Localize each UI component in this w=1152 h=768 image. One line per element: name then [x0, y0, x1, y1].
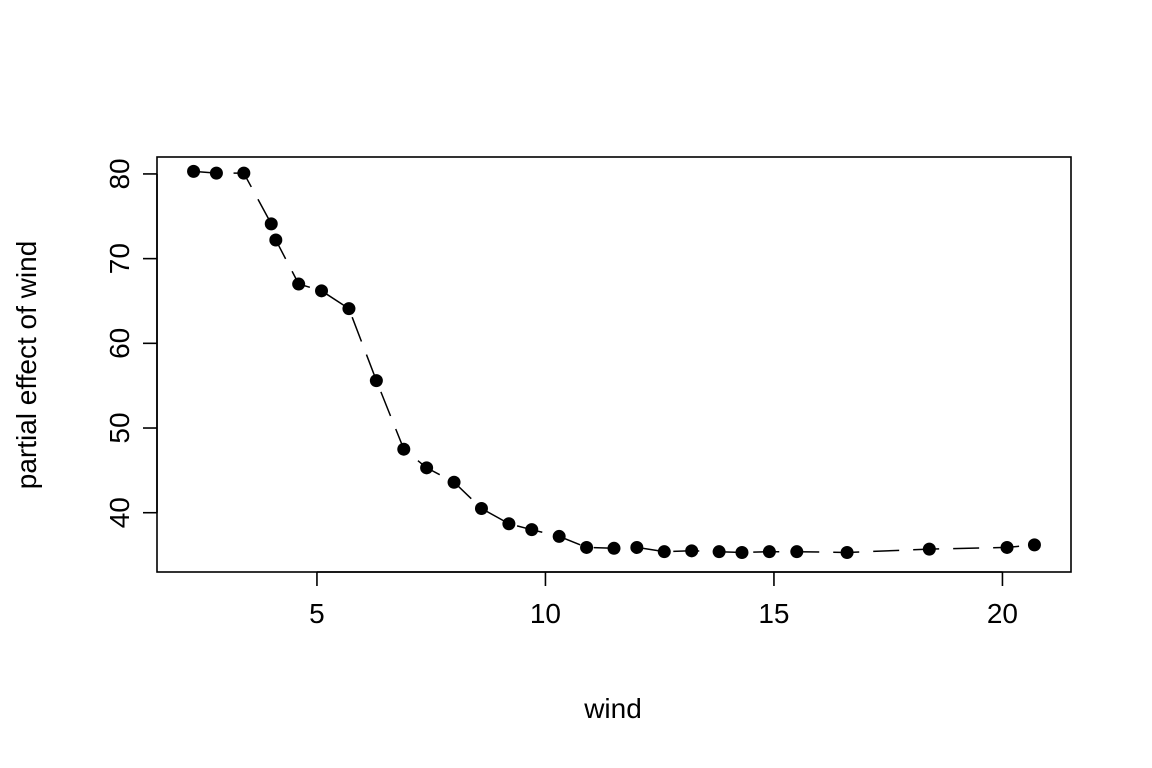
data-point: [657, 545, 671, 559]
x-tick-label: 10: [530, 598, 561, 629]
data-point: [397, 442, 411, 456]
data-point: [420, 461, 434, 475]
data-point: [580, 540, 594, 554]
y-tick-label: 80: [104, 158, 135, 189]
data-point: [342, 302, 356, 316]
x-tick-label: 20: [987, 598, 1018, 629]
data-point: [630, 540, 644, 554]
data-point: [735, 546, 749, 560]
data-point: [269, 233, 283, 247]
y-tick-label: 50: [104, 412, 135, 443]
data-point: [209, 166, 223, 180]
axis-layer: 5 10 15 20 40 50 60 70 80: [104, 156, 1072, 629]
data-point: [292, 277, 306, 291]
data-point: [474, 501, 488, 515]
x-tick-label: 5: [309, 598, 325, 629]
data-point: [237, 166, 251, 180]
data-point: [1000, 540, 1014, 554]
data-point: [1027, 538, 1041, 552]
data-point: [315, 284, 329, 298]
y-tick-label: 60: [104, 328, 135, 359]
data-point: [712, 545, 726, 559]
data-point: [607, 541, 621, 555]
data-point: [525, 523, 539, 537]
data-point: [762, 545, 776, 559]
x-tick-label: 15: [758, 598, 789, 629]
data-point: [502, 517, 516, 531]
data-point: [447, 475, 461, 489]
data-point: [685, 544, 699, 558]
data-point: [369, 374, 383, 388]
data-point: [790, 545, 804, 559]
plot-layer: [187, 164, 1041, 560]
data-point: [264, 217, 278, 231]
x-axis-label: wind: [583, 693, 642, 724]
data-point: [552, 529, 566, 543]
data-point: [187, 164, 201, 178]
y-tick-label: 40: [104, 497, 135, 528]
data-point: [922, 542, 936, 556]
data-point: [840, 546, 854, 560]
y-tick-label: 70: [104, 243, 135, 274]
y-axis-label: partial effect of wind: [11, 241, 42, 490]
